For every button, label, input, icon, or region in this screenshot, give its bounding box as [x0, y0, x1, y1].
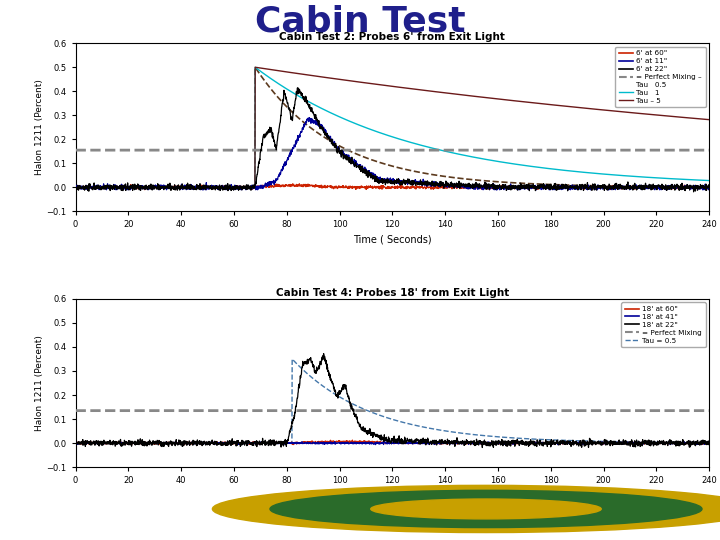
- Text: 16: 16: [635, 502, 654, 516]
- Title: Cabin Test 2: Probes 6' from Exit Light: Cabin Test 2: Probes 6' from Exit Light: [279, 32, 505, 43]
- Legend: 6' at 60", 6' at 11", 6' at 22", = Perfect Mixing –, Tau   0.5, Tau   1, Tau – 5: 6' at 60", 6' at 11", 6' at 22", = Perfe…: [616, 47, 706, 107]
- X-axis label: Time ( Seconds): Time ( Seconds): [353, 491, 432, 501]
- Text: Cabin Test: Cabin Test: [255, 5, 465, 38]
- Title: Cabin Test 4: Probes 18' from Exit Light: Cabin Test 4: Probes 18' from Exit Light: [276, 288, 509, 298]
- Circle shape: [270, 490, 702, 528]
- Circle shape: [212, 485, 720, 532]
- Text: Federal Aviation
Administration: Federal Aviation Administration: [529, 497, 613, 521]
- Text: Halon 1211 Stratification in Aircraft: Halon 1211 Stratification in Aircraft: [18, 502, 325, 516]
- Y-axis label: Halon 1211 (Percent): Halon 1211 (Percent): [35, 79, 44, 176]
- Legend: 18' at 60", 18' at 41", 18' at 22", = Perfect Mixing, Tau = 0.5: 18' at 60", 18' at 41", 18' at 22", = Pe…: [621, 302, 706, 347]
- Circle shape: [371, 499, 601, 519]
- X-axis label: Time ( Seconds): Time ( Seconds): [353, 235, 432, 245]
- Y-axis label: Halon 1211 (Percent): Halon 1211 (Percent): [35, 335, 44, 431]
- Text: 16: 16: [678, 502, 697, 516]
